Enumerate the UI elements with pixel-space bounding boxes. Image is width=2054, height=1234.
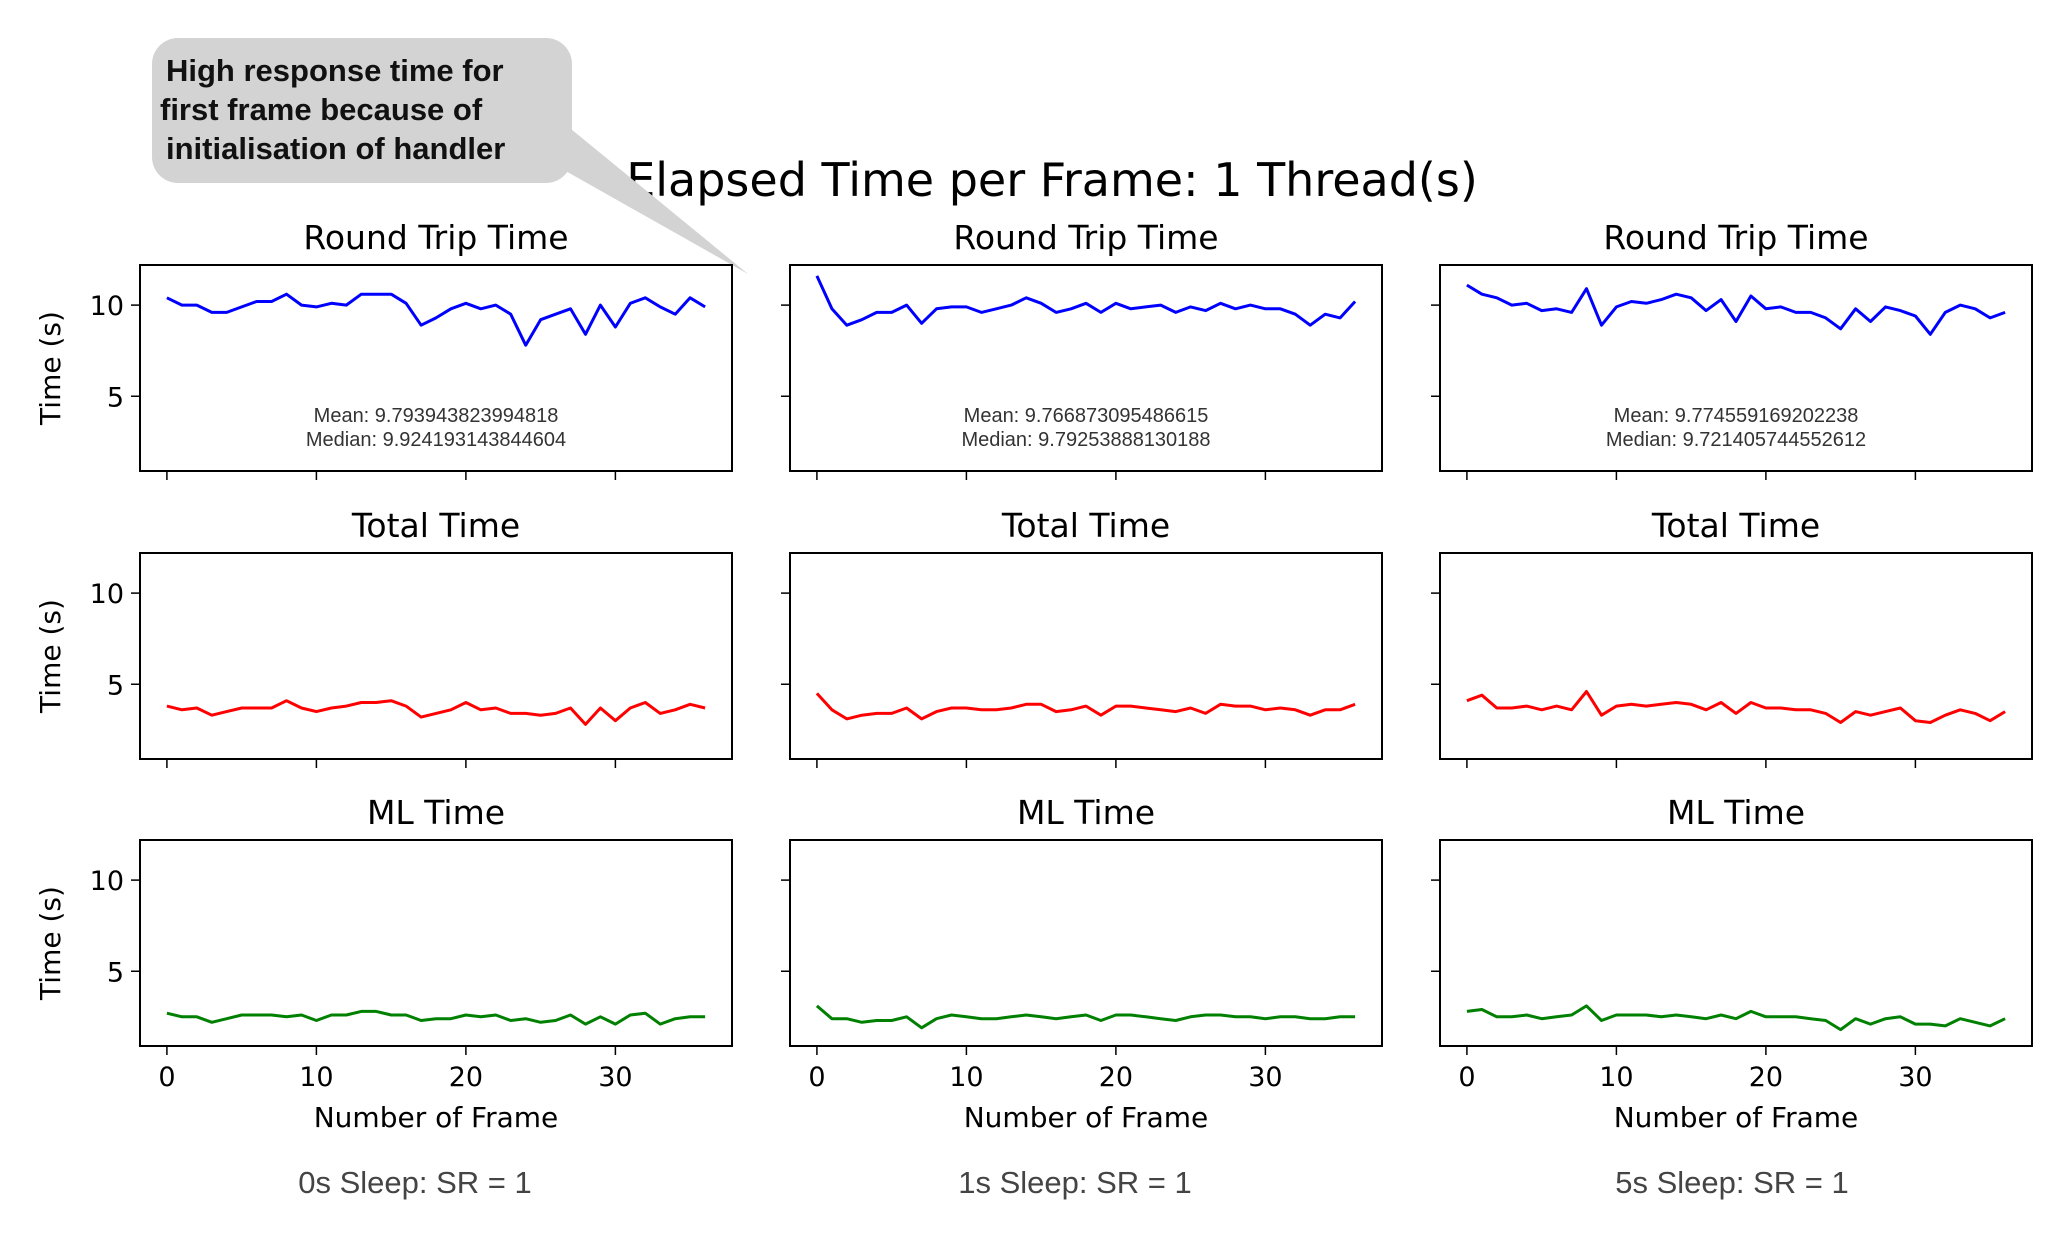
x-tick-label: 30 xyxy=(1248,1062,1282,1093)
median-stat: Median: 9.924193143844604 xyxy=(306,429,566,451)
panel-round-trip-1s: Round Trip Time Mean: 9.766873095486615Me… xyxy=(781,218,1383,480)
x-tick-label: 0 xyxy=(808,1062,825,1093)
x-tick-label: 0 xyxy=(1458,1062,1475,1093)
y-tick-label: 10 xyxy=(90,579,124,610)
annotation-callout: High response time for first frame becau… xyxy=(152,38,748,274)
panel-title: Total Time xyxy=(1001,506,1170,545)
panel-ml-time-5s: ML Time 0 10 20 30 Number of Frame xyxy=(1431,793,2033,1134)
x-tick-label: 30 xyxy=(598,1062,632,1093)
median-stat: Median: 9.79253888130188 xyxy=(961,429,1210,451)
panel-title: Round Trip Time xyxy=(303,218,568,257)
panel-title: Round Trip Time xyxy=(1603,218,1868,257)
subplot-grid: Round Trip Time 5 10 Time (s) Mean: 9.793943… xyxy=(34,218,2033,1134)
axes-frame xyxy=(789,839,1383,1047)
x-tick-label: 10 xyxy=(1599,1062,1633,1093)
panel-title: ML Time xyxy=(1667,793,1805,832)
panel-ml-time-1s: ML Time 0 10 20 30 Number of Frame xyxy=(781,793,1383,1134)
x-tick-label: 30 xyxy=(1898,1062,1932,1093)
y-tick-label: 5 xyxy=(107,670,124,701)
x-tick-label: 20 xyxy=(1749,1062,1783,1093)
panel-title: ML Time xyxy=(367,793,505,832)
axes-frame xyxy=(789,264,1383,472)
panel-title: Total Time xyxy=(351,506,520,545)
x-axis-label: Number of Frame xyxy=(1614,1101,1859,1134)
y-tick-label: 5 xyxy=(107,382,124,413)
axes-frame xyxy=(139,839,733,1047)
y-tick-label: 5 xyxy=(107,957,124,988)
series-line xyxy=(1466,1004,2006,1032)
panel-round-trip-0s: Round Trip Time 5 10 Time (s) Mean: 9.793943… xyxy=(34,218,733,480)
series-line xyxy=(166,292,706,347)
axes-frame xyxy=(139,552,733,760)
series-line xyxy=(815,1004,1356,1030)
panel-round-trip-5s: Round Trip Time Mean: 9.774559169202238Me… xyxy=(1431,218,2033,480)
series-line xyxy=(166,699,706,726)
callout-pointer xyxy=(555,120,748,274)
callout-box xyxy=(152,38,572,183)
series-line xyxy=(166,1009,706,1026)
caption-0s-sleep: 0s Sleep: SR = 1 xyxy=(298,1165,532,1200)
series-line xyxy=(1466,283,2006,336)
x-tick-label: 10 xyxy=(949,1062,983,1093)
x-axis-label: Number of Frame xyxy=(314,1101,559,1134)
x-tick-label: 20 xyxy=(449,1062,483,1093)
y-axis-label: Time (s) xyxy=(34,886,67,1001)
y-axis-label: Time (s) xyxy=(34,599,67,714)
y-tick-label: 10 xyxy=(90,291,124,322)
panel-title: ML Time xyxy=(1017,793,1155,832)
panel-total-time-0s: Total Time 5 10 Time (s) xyxy=(34,506,733,768)
panel-ml-time-0s: ML Time 5 10 0 10 20 30 Time (s) Number of Frame xyxy=(34,793,733,1134)
axes-frame xyxy=(1439,552,2033,760)
caption-5s-sleep: 5s Sleep: SR = 1 xyxy=(1615,1165,1849,1200)
panel-total-time-5s: Total Time xyxy=(1431,506,2033,768)
axes-frame xyxy=(789,552,1383,760)
panel-title: Total Time xyxy=(1651,506,1820,545)
y-axis-label: Time (s) xyxy=(34,311,67,426)
panel-title: Round Trip Time xyxy=(953,218,1218,257)
axes-frame xyxy=(139,264,733,472)
series-line xyxy=(815,275,1357,327)
x-tick-label: 10 xyxy=(299,1062,333,1093)
callout-line-2: first frame because of xyxy=(160,92,483,127)
mean-stat: Mean: 9.793943823994818 xyxy=(314,405,559,427)
callout-line-1: High response time for xyxy=(166,53,504,88)
x-tick-label: 0 xyxy=(158,1062,175,1093)
axes-frame xyxy=(1439,839,2033,1047)
x-tick-label: 20 xyxy=(1099,1062,1133,1093)
axes-frame xyxy=(1439,264,2033,472)
mean-stat: Mean: 9.774559169202238 xyxy=(1614,405,1859,427)
series-line xyxy=(1466,690,2006,724)
y-tick-label: 10 xyxy=(90,866,124,897)
series-line xyxy=(815,692,1356,721)
callout-line-3: initialisation of handler xyxy=(166,131,505,166)
mean-stat: Mean: 9.766873095486615 xyxy=(964,405,1209,427)
caption-1s-sleep: 1s Sleep: SR = 1 xyxy=(958,1165,1192,1200)
figure-title: Elapsed Time per Frame: 1 Thread(s) xyxy=(626,153,1478,207)
x-axis-label: Number of Frame xyxy=(964,1101,1209,1134)
median-stat: Median: 9.721405744552612 xyxy=(1606,429,1866,451)
panel-total-time-1s: Total Time xyxy=(781,506,1383,768)
